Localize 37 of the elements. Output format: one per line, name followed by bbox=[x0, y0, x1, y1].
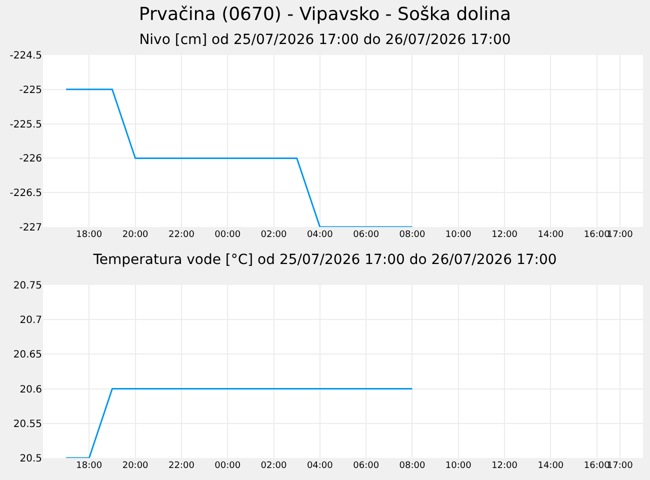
y-tick-label: -226 bbox=[19, 154, 42, 165]
x-tick-label: 18:00 bbox=[76, 461, 102, 471]
chart-title: Prvačina (0670) - Vipavsko - Soška dolina bbox=[138, 3, 512, 27]
x-tick-label: 14:00 bbox=[538, 230, 564, 240]
y-tick-label: 20.6 bbox=[20, 384, 42, 396]
x-tick-label: 10:00 bbox=[445, 461, 472, 471]
x-tick-label: 10:00 bbox=[445, 230, 472, 240]
y-tick-label: -226.5 bbox=[10, 188, 42, 200]
x-tick-label: 22:00 bbox=[168, 230, 195, 240]
x-tick-label: 08:00 bbox=[399, 461, 426, 471]
x-tick-label: 04:00 bbox=[306, 230, 334, 240]
x-tick-label: 04:00 bbox=[306, 461, 334, 471]
x-tick-label: 06:00 bbox=[353, 461, 380, 471]
x-tick-label: 18:00 bbox=[76, 230, 102, 240]
y-tick-label: -224.5 bbox=[10, 50, 42, 62]
x-tick-label: 14:00 bbox=[538, 461, 564, 471]
chart-title: Temperatura vode [°C] od 25/07/2026 17:00 do 26/07/2026 17:00 bbox=[92, 252, 557, 268]
x-tick-label: 02:00 bbox=[260, 461, 288, 471]
x-tick-label: 12:00 bbox=[492, 461, 518, 471]
y-tick-label: 20.75 bbox=[13, 280, 42, 292]
y-tick-label: -227 bbox=[19, 222, 42, 234]
x-tick-label: 08:00 bbox=[399, 230, 426, 240]
x-tick-label: 22:00 bbox=[168, 461, 195, 471]
x-tick-label: 20:00 bbox=[122, 230, 149, 240]
x-tick-label: 20:00 bbox=[122, 461, 149, 471]
chart-subtitle: Nivo [cm] od 25/07/2026 17:00 do 26/07/2026 17:00 bbox=[139, 32, 511, 48]
x-tick-label: 02:00 bbox=[260, 230, 288, 240]
y-tick-label: 20.7 bbox=[20, 315, 42, 326]
y-tick-label: -225 bbox=[19, 84, 42, 96]
y-tick-label: 20.65 bbox=[13, 350, 42, 361]
y-tick-label: 20.5 bbox=[20, 454, 42, 464]
x-tick-label: 12:00 bbox=[492, 230, 518, 240]
x-tick-label: 00:00 bbox=[214, 230, 241, 240]
x-tick-label: 06:00 bbox=[353, 230, 380, 240]
x-tick-label: 00:00 bbox=[214, 461, 241, 471]
y-tick-label: -225.5 bbox=[10, 119, 42, 130]
y-tick-label: 20.55 bbox=[13, 418, 42, 430]
